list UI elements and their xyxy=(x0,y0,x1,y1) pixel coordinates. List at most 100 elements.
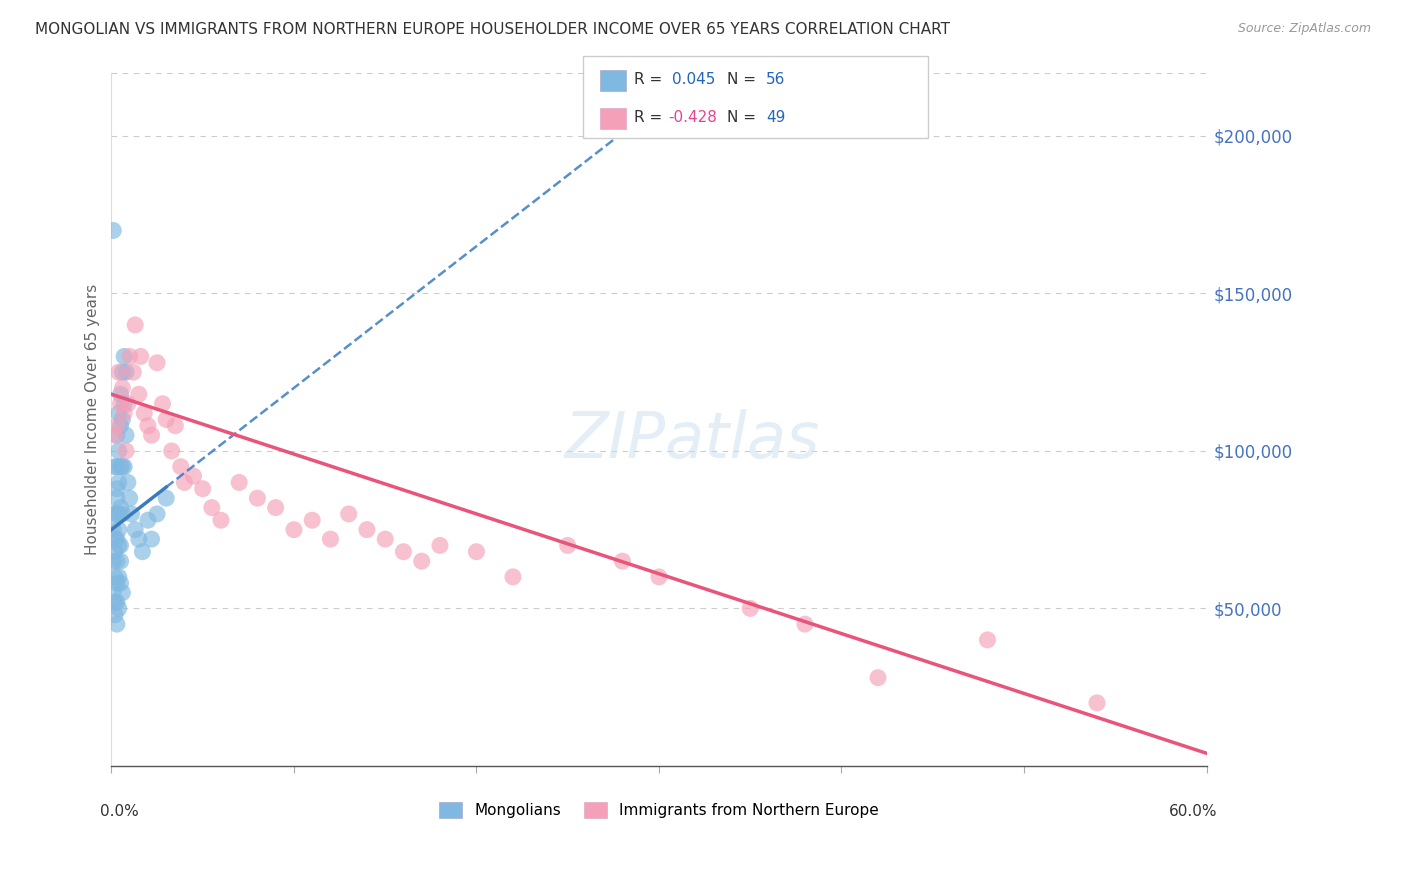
Point xyxy=(104,428,127,442)
Point xyxy=(104,507,127,521)
Point xyxy=(104,532,127,546)
Point xyxy=(374,532,396,546)
Y-axis label: Householder Income Over 65 years: Householder Income Over 65 years xyxy=(86,284,100,555)
Point xyxy=(105,554,128,568)
Point xyxy=(103,585,125,599)
Text: N =: N = xyxy=(727,110,761,125)
Point xyxy=(124,318,146,332)
Point xyxy=(165,418,187,433)
Point xyxy=(128,532,150,546)
Point xyxy=(557,538,579,552)
Point xyxy=(356,523,378,537)
Point xyxy=(976,632,998,647)
Point xyxy=(105,418,128,433)
Point xyxy=(112,397,135,411)
Point xyxy=(110,538,132,552)
Point xyxy=(118,491,141,505)
Legend: Mongolians, Immigrants from Northern Europe: Mongolians, Immigrants from Northern Eur… xyxy=(433,796,884,824)
Point xyxy=(104,545,127,559)
Point xyxy=(134,406,156,420)
Point xyxy=(107,601,129,615)
Text: R =: R = xyxy=(634,72,668,87)
Point xyxy=(110,418,132,433)
Text: N =: N = xyxy=(727,72,761,87)
Point xyxy=(110,387,132,401)
Point xyxy=(107,365,129,379)
Point xyxy=(146,356,169,370)
Point xyxy=(112,350,135,364)
Point xyxy=(110,500,132,515)
Text: ZIPatlas: ZIPatlas xyxy=(564,409,820,471)
Point xyxy=(141,532,163,546)
Point xyxy=(170,459,193,474)
Point xyxy=(124,523,146,537)
Point xyxy=(105,482,128,496)
Point xyxy=(429,538,451,552)
Point xyxy=(246,491,269,505)
Point xyxy=(104,607,127,622)
Text: MONGOLIAN VS IMMIGRANTS FROM NORTHERN EUROPE HOUSEHOLDER INCOME OVER 65 YEARS CO: MONGOLIAN VS IMMIGRANTS FROM NORTHERN EU… xyxy=(35,22,950,37)
Point xyxy=(107,523,129,537)
Point xyxy=(107,406,129,420)
Point xyxy=(160,444,183,458)
Point xyxy=(502,570,524,584)
Point xyxy=(183,469,205,483)
Point xyxy=(112,459,135,474)
Point xyxy=(105,507,128,521)
Point xyxy=(866,671,889,685)
Point xyxy=(115,444,138,458)
Point xyxy=(228,475,250,490)
Point xyxy=(115,365,138,379)
Point xyxy=(612,554,634,568)
Point xyxy=(104,459,127,474)
Point xyxy=(105,428,128,442)
Point xyxy=(411,554,433,568)
Point xyxy=(201,500,224,515)
Point xyxy=(105,459,128,474)
Point xyxy=(319,532,342,546)
Text: 49: 49 xyxy=(766,110,786,125)
Point xyxy=(111,507,134,521)
Text: R =: R = xyxy=(634,110,668,125)
Point xyxy=(105,595,128,609)
Point xyxy=(115,428,138,442)
Point xyxy=(117,475,139,490)
Point xyxy=(107,475,129,490)
Point xyxy=(111,365,134,379)
Point xyxy=(1085,696,1108,710)
Point xyxy=(283,523,305,537)
Point xyxy=(301,513,323,527)
Text: 60.0%: 60.0% xyxy=(1168,804,1218,819)
Point xyxy=(118,350,141,364)
Point xyxy=(107,507,129,521)
Point xyxy=(112,406,135,420)
Point xyxy=(146,507,169,521)
Point xyxy=(264,500,287,515)
Point xyxy=(111,381,134,395)
Point xyxy=(110,459,132,474)
Point xyxy=(121,507,143,521)
Point xyxy=(141,428,163,442)
Point xyxy=(136,418,159,433)
Point xyxy=(103,554,125,568)
Point xyxy=(105,576,128,591)
Point xyxy=(129,350,152,364)
Point xyxy=(740,601,762,615)
Text: 0.045: 0.045 xyxy=(672,72,716,87)
Point xyxy=(107,444,129,458)
Point xyxy=(465,545,488,559)
Point xyxy=(122,365,145,379)
Point xyxy=(152,397,174,411)
Point xyxy=(392,545,415,559)
Point xyxy=(103,223,125,237)
Point xyxy=(128,387,150,401)
Point xyxy=(107,538,129,552)
Point xyxy=(104,595,127,609)
Point xyxy=(209,513,232,527)
Point xyxy=(131,545,153,559)
Point xyxy=(337,507,360,521)
Text: 56: 56 xyxy=(766,72,786,87)
Point xyxy=(103,523,125,537)
Text: Source: ZipAtlas.com: Source: ZipAtlas.com xyxy=(1237,22,1371,36)
Point xyxy=(110,576,132,591)
